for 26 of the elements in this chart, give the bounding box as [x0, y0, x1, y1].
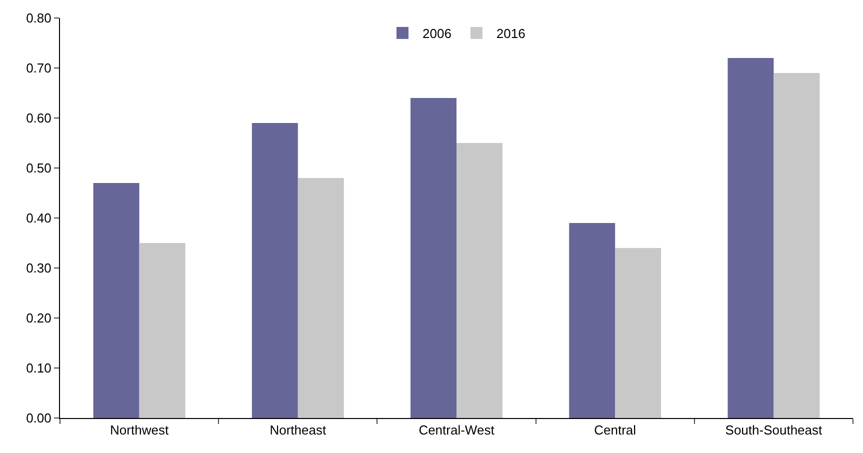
y-tick-label: 0.00	[26, 410, 52, 426]
bar	[569, 223, 616, 418]
y-tick-label: 0.70	[26, 60, 52, 76]
legend-label: 2006	[422, 26, 452, 42]
x-tick-label: Central-West	[418, 422, 495, 438]
bar	[93, 183, 140, 418]
bar	[298, 178, 344, 418]
y-tick-label: 0.80	[26, 10, 52, 26]
bar	[410, 98, 456, 418]
y-tick-label: 0.30	[26, 260, 52, 276]
x-tick-label: Central	[594, 422, 636, 438]
bar	[728, 58, 774, 418]
x-tick-label: Northwest	[110, 422, 169, 438]
bar	[774, 73, 820, 418]
y-tick-label: 0.20	[26, 310, 52, 326]
bar	[456, 143, 502, 418]
y-tick-label: 0.40	[26, 210, 52, 226]
y-tick-label: 0.50	[26, 160, 52, 176]
bar	[252, 123, 298, 418]
x-tick-label: South-Southeast	[725, 422, 823, 438]
y-tick-label: 0.10	[26, 360, 52, 376]
bar	[139, 243, 186, 418]
x-tick-label: Northeast	[270, 422, 326, 438]
y-tick-label: 0.60	[26, 110, 52, 126]
legend-label: 2016	[496, 26, 526, 42]
bar	[615, 248, 662, 418]
